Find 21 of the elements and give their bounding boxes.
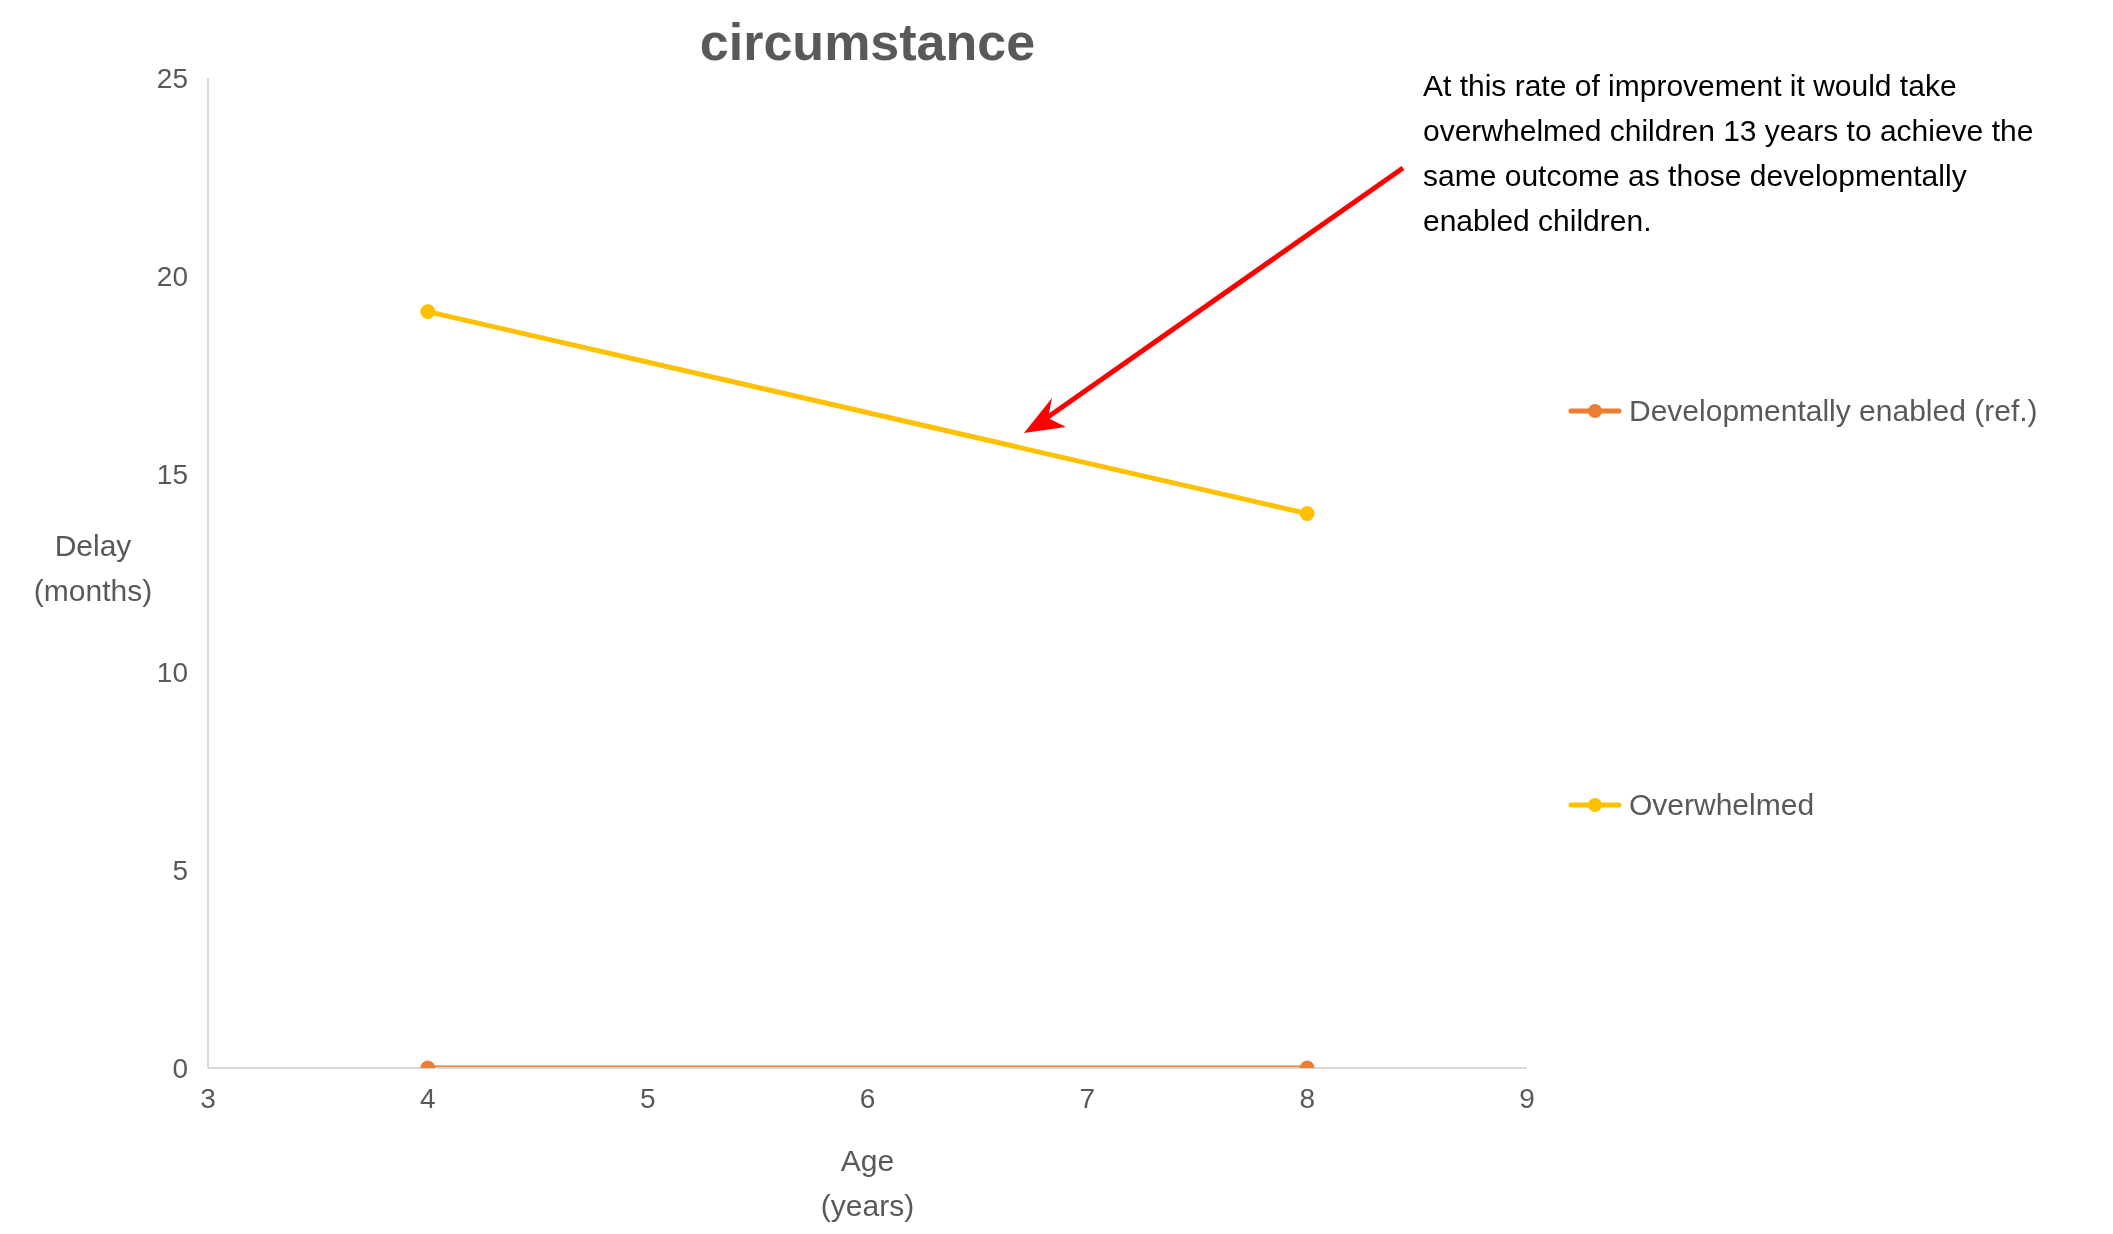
point: [420, 304, 436, 320]
y-tick-label: 5: [172, 854, 188, 886]
x-axis-title: Age (years): [819, 1143, 916, 1224]
y-tick-label: 10: [156, 656, 188, 688]
y-tick-label: 0: [172, 1052, 188, 1084]
x-tick-label: 9: [1519, 1082, 1535, 1114]
legend-label: Developmentally enabled (ref.): [1629, 394, 2038, 428]
x-tick-label: 5: [639, 1082, 656, 1114]
x-tick-label: 7: [1079, 1082, 1096, 1114]
y-tick-label: 25: [156, 62, 188, 94]
point: [1299, 506, 1315, 522]
y-axis-title: Delay (months): [32, 528, 154, 609]
y-tick-label: 15: [156, 458, 188, 490]
x-tick-label: 4: [420, 1082, 436, 1114]
chart-title: circumstance: [699, 13, 1036, 71]
legend-label: Overwhelmed: [1629, 788, 1815, 822]
x-tick-label: 8: [1299, 1082, 1315, 1114]
y-tick-label: 20: [156, 260, 188, 292]
x-tick-label: 6: [859, 1082, 876, 1114]
x-tick-label: 3: [200, 1082, 216, 1114]
annotation: At this rate of improvement it would take overwhelmed children 13 years to achieve the same outcome as those developmentally enabled children.: [1423, 68, 2035, 239]
